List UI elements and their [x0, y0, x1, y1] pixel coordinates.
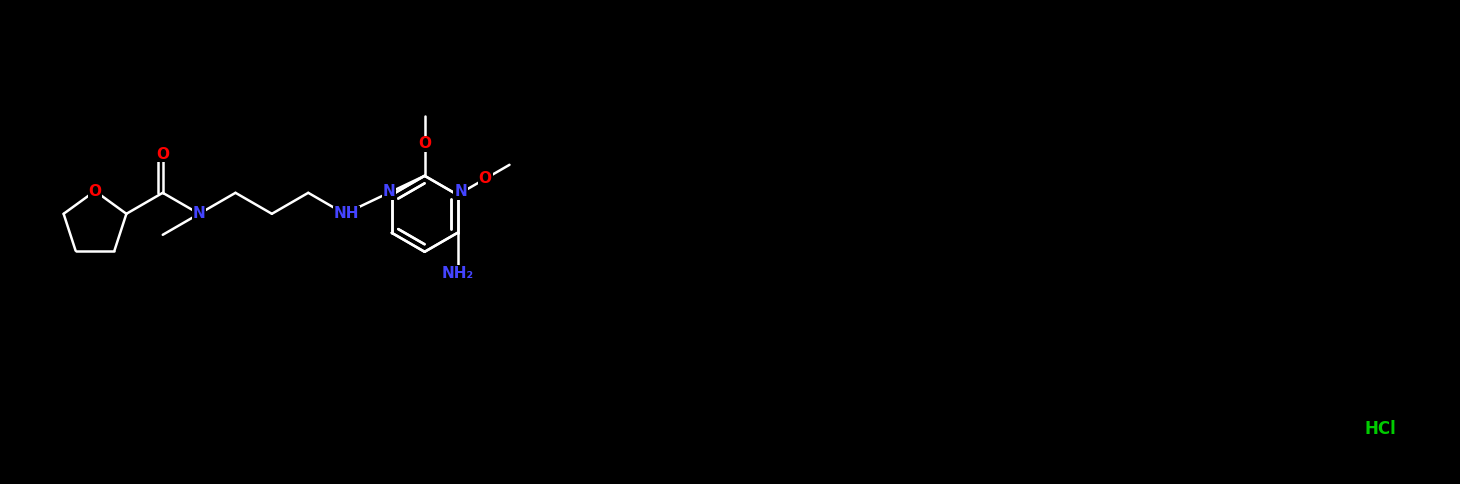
Text: NH: NH	[334, 206, 359, 221]
Text: O: O	[479, 171, 492, 186]
Text: NH₂: NH₂	[441, 266, 473, 281]
Text: HCl: HCl	[1364, 420, 1396, 438]
Text: O: O	[156, 147, 169, 162]
Text: N: N	[454, 184, 467, 199]
Text: O: O	[418, 136, 431, 151]
Text: N: N	[383, 184, 396, 199]
Text: O: O	[89, 183, 102, 198]
Text: N: N	[193, 206, 206, 221]
